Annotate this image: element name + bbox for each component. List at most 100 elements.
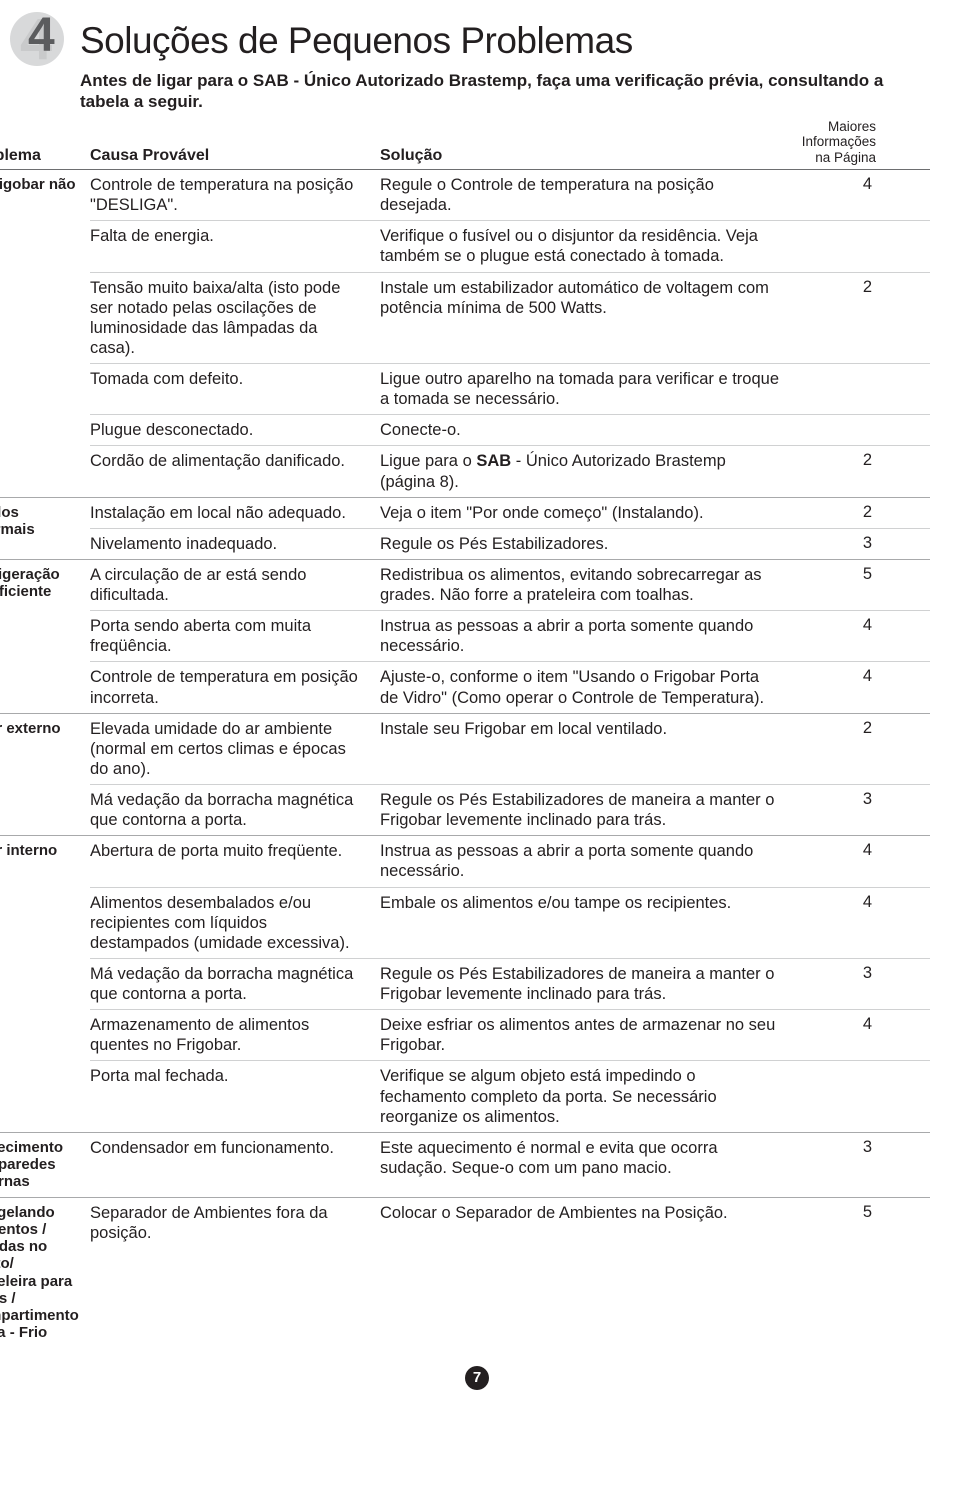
cause-cell: Tensão muito baixa/alta (isto pode ser n… <box>90 278 380 359</box>
cause-cell: Instalação em local não adequado. <box>90 503 380 523</box>
solution-cell: Regule os Pés Estabilizadores de maneira… <box>380 790 790 830</box>
cause-cell: Abertura de porta muito freqüente. <box>90 841 380 881</box>
page-ref-cell: 2 <box>790 278 876 359</box>
table-row: Alimentos desembalados e/ou recipientes … <box>90 888 930 959</box>
cause-cell: Controle de temperatura na posição "DESL… <box>90 175 380 215</box>
page-ref-cell: 4 <box>790 893 876 953</box>
problem-rows: Elevada umidade do ar ambiente (normal e… <box>90 714 930 836</box>
table-row: Elevada umidade do ar ambiente (normal e… <box>90 714 930 785</box>
section-badge: 4 4 <box>10 8 70 68</box>
problem-group: Suor internoAbertura de porta muito freq… <box>0 836 930 1133</box>
solution-cell: Ajuste-o, conforme o item "Usando o Frig… <box>380 667 790 707</box>
problem-label: Suor interno <box>0 836 90 1132</box>
table-row: Má vedação da borracha magnética que con… <box>90 785 930 835</box>
page-ref-cell: 4 <box>790 175 876 215</box>
page-ref-cell: 5 <box>790 565 876 605</box>
page-number-footer: 7 <box>24 1366 930 1390</box>
page-ref-cell: 2 <box>790 719 876 779</box>
table-row: Condensador em funcionamento.Este aqueci… <box>90 1133 930 1183</box>
table-row: Tomada com defeito.Ligue outro aparelho … <box>90 364 930 415</box>
solution-cell: Instale um estabilizador automático de v… <box>380 278 790 359</box>
problem-rows: Abertura de porta muito freqüente.Instru… <box>90 836 930 1132</box>
table-row: Armazenamento de alimentos quentes no Fr… <box>90 1010 930 1061</box>
table-row: Porta mal fechada.Verifique se algum obj… <box>90 1061 930 1131</box>
cause-cell: Armazenamento de alimentos quentes no Fr… <box>90 1015 380 1055</box>
problem-group: O Frigobar não ligaControle de temperatu… <box>0 170 930 498</box>
header-solution: Solução <box>380 147 790 165</box>
solution-cell: Regule os Pés Estabilizadores. <box>380 534 790 554</box>
problem-label: Congelando alimentos / bebidas no Cesto/… <box>0 1198 90 1348</box>
problem-label: Refrigeração insuficiente <box>0 560 90 713</box>
table-row: Plugue desconectado.Conecte-o. <box>90 415 930 446</box>
page-ref-cell: 4 <box>790 1015 876 1055</box>
cause-cell: Nivelamento inadequado. <box>90 534 380 554</box>
badge-number: 4 <box>28 8 55 63</box>
problem-label: Aquecimento das paredes externas <box>0 1133 90 1197</box>
solution-cell: Instrua as pessoas a abrir a porta somen… <box>380 616 790 656</box>
cause-cell: Porta mal fechada. <box>90 1066 380 1126</box>
solution-cell: Embale os alimentos e/ou tampe os recipi… <box>380 893 790 953</box>
header-cause: Causa Provável <box>90 147 380 165</box>
cause-cell: Plugue desconectado. <box>90 420 380 440</box>
solution-cell: Conecte-o. <box>380 420 790 440</box>
table-row: Cordão de alimentação danificado.Ligue p… <box>90 446 930 496</box>
solution-cell: Regule o Controle de temperatura na posi… <box>380 175 790 215</box>
table-row: Falta de energia.Verifique o fusível ou … <box>90 221 930 272</box>
solution-cell: Instale seu Frigobar em local ventilado. <box>380 719 790 779</box>
solution-cell: Este aquecimento é normal e evita que oc… <box>380 1138 790 1178</box>
cause-cell: A circulação de ar está sendo dificultad… <box>90 565 380 605</box>
page-ref-cell: 4 <box>790 841 876 881</box>
problem-label: O Frigobar não liga <box>0 170 90 497</box>
cause-cell: Separador de Ambientes fora da posição. <box>90 1203 380 1243</box>
table-row: Má vedação da borracha magnética que con… <box>90 959 930 1010</box>
page-ref-cell: 2 <box>790 503 876 523</box>
page-ref-cell: 4 <box>790 667 876 707</box>
table-row: A circulação de ar está sendo dificultad… <box>90 560 930 611</box>
page-ref-cell: 3 <box>790 964 876 1004</box>
cause-cell: Má vedação da borracha magnética que con… <box>90 964 380 1004</box>
header-problem: Problema <box>0 147 90 165</box>
cause-cell: Cordão de alimentação danificado. <box>90 451 380 491</box>
solution-cell: Verifique o fusível ou o disjuntor da re… <box>380 226 790 266</box>
problem-group: Congelando alimentos / bebidas no Cesto/… <box>0 1198 930 1348</box>
page-ref-cell: 4 <box>790 616 876 656</box>
page-ref-cell: 2 <box>790 451 876 491</box>
solution-cell: Deixe esfriar os alimentos antes de arma… <box>380 1015 790 1055</box>
cause-cell: Controle de temperatura em posição incor… <box>90 667 380 707</box>
problem-rows: Separador de Ambientes fora da posição.C… <box>90 1198 930 1348</box>
problem-group: Aquecimento das paredes externasCondensa… <box>0 1133 930 1198</box>
page-ref-cell: 3 <box>790 534 876 554</box>
table-row: Tensão muito baixa/alta (isto pode ser n… <box>90 273 930 365</box>
table-row: Abertura de porta muito freqüente.Instru… <box>90 836 930 887</box>
problem-rows: A circulação de ar está sendo dificultad… <box>90 560 930 713</box>
table-row: Separador de Ambientes fora da posição.C… <box>90 1198 930 1248</box>
cause-cell: Falta de energia. <box>90 226 380 266</box>
problem-label: Suor externo <box>0 714 90 836</box>
table-row: Controle de temperatura em posição incor… <box>90 662 930 712</box>
problem-group: Ruídos anormaisInstalação em local não a… <box>0 498 930 560</box>
intro-text: Antes de ligar para o SAB - Único Autori… <box>80 70 890 113</box>
cause-cell: Condensador em funcionamento. <box>90 1138 380 1178</box>
page-ref-cell <box>790 226 876 266</box>
table-row: Instalação em local não adequado.Veja o … <box>90 498 930 529</box>
table-row: Nivelamento inadequado.Regule os Pés Est… <box>90 529 930 559</box>
cause-cell: Alimentos desembalados e/ou recipientes … <box>90 893 380 953</box>
page-ref-cell: 3 <box>790 790 876 830</box>
solution-cell: Veja o item "Por onde começo" (Instaland… <box>380 503 790 523</box>
problem-rows: Controle de temperatura na posição "DESL… <box>90 170 930 497</box>
header-page: Maiores Informações na Página <box>790 119 876 166</box>
page-ref-cell <box>790 1066 876 1126</box>
cause-cell: Elevada umidade do ar ambiente (normal e… <box>90 719 380 779</box>
solution-cell: Regule os Pés Estabilizadores de maneira… <box>380 964 790 1004</box>
cause-cell: Porta sendo aberta com muita freqüência. <box>90 616 380 656</box>
problem-group: Refrigeração insuficienteA circulação de… <box>0 560 930 714</box>
solution-cell: Colocar o Separador de Ambientes na Posi… <box>380 1203 790 1243</box>
cause-cell: Má vedação da borracha magnética que con… <box>90 790 380 830</box>
table-row: Controle de temperatura na posição "DESL… <box>90 170 930 221</box>
cause-cell: Tomada com defeito. <box>90 369 380 409</box>
table-header: Problema Causa Provável Solução Maiores … <box>0 119 930 171</box>
problem-group: Suor externoElevada umidade do ar ambien… <box>0 714 930 837</box>
table-row: Porta sendo aberta com muita freqüência.… <box>90 611 930 662</box>
page-title: Soluções de Pequenos Problemas <box>80 20 930 62</box>
troubleshooting-table: Problema Causa Provável Solução Maiores … <box>0 119 930 1348</box>
